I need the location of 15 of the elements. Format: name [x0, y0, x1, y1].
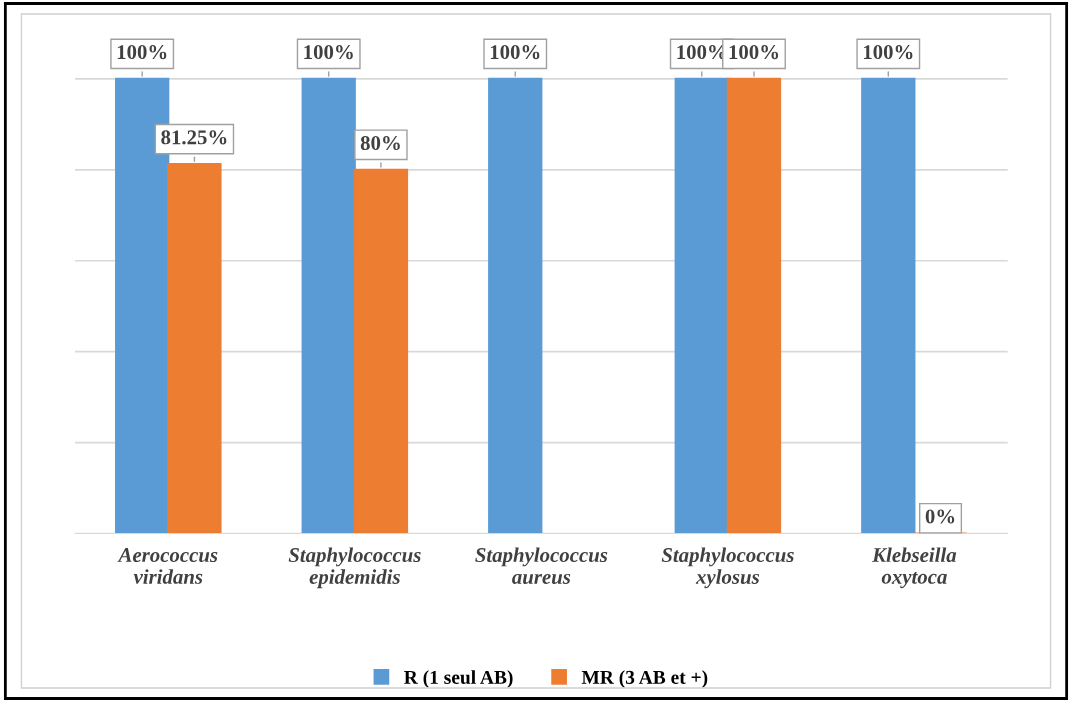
data-label: 80%: [360, 135, 400, 151]
x-tick-label: Staphylococcus aureus: [475, 547, 608, 584]
x-tick-label: Klebseilla oxytoca: [872, 547, 957, 589]
x-tick-label: Staphylococcus epidemidis: [288, 547, 421, 589]
legend-label: R (1 seul AB): [404, 670, 513, 688]
data-label: 100%: [729, 45, 779, 60]
data-label: 0%: [925, 509, 955, 524]
legend-label: MR (3 AB et +): [581, 670, 708, 688]
data-label: 81.25%: [161, 130, 227, 145]
x-tick-label: Staphylococcus xylosus: [661, 547, 794, 589]
data-label: 100%: [304, 45, 353, 60]
x-tick-label: Aerococcus viridans: [117, 548, 218, 584]
data-label: 100%: [863, 45, 913, 60]
data-label: 100%: [117, 45, 167, 60]
data-label: 100%: [490, 45, 540, 60]
